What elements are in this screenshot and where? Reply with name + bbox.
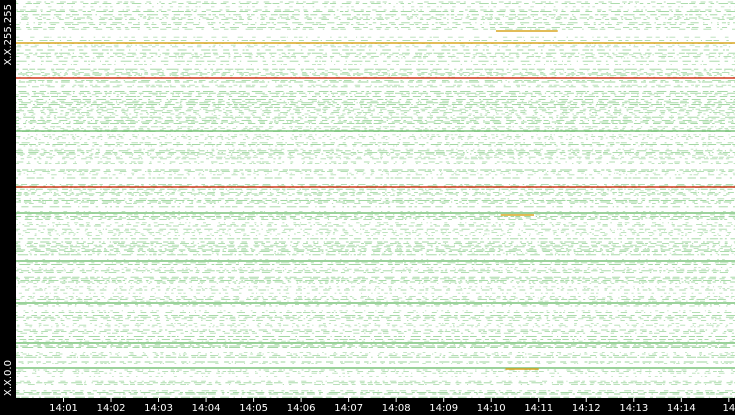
y-tick-label: X.X.0.0 — [3, 360, 14, 396]
x-tick-label: 14:06 — [287, 403, 316, 414]
traffic-texture — [16, 1, 735, 398]
x-tick-label: 14 — [722, 403, 735, 414]
x-axis-bar — [0, 398, 735, 415]
x-tick-label: 14:09 — [429, 403, 458, 414]
x-tick-label: 14:10 — [477, 403, 506, 414]
x-tick-label: 14:12 — [572, 403, 601, 414]
x-tick-label: 14:14 — [667, 403, 696, 414]
x-tick-label: 14:02 — [97, 403, 126, 414]
x-tick-label: 14:11 — [524, 403, 553, 414]
y-tick-label: X.X.255.255 — [3, 4, 14, 65]
x-tick-label: 14:01 — [49, 403, 78, 414]
x-tick-label: 14:07 — [334, 403, 363, 414]
x-tick-label: 14:03 — [144, 403, 173, 414]
x-tick-label: 14:13 — [619, 403, 648, 414]
x-tick-label: 14:08 — [382, 403, 411, 414]
y-axis-bar — [0, 0, 16, 415]
x-tick-label: 14:05 — [239, 403, 268, 414]
x-tick-label: 14:04 — [192, 403, 221, 414]
